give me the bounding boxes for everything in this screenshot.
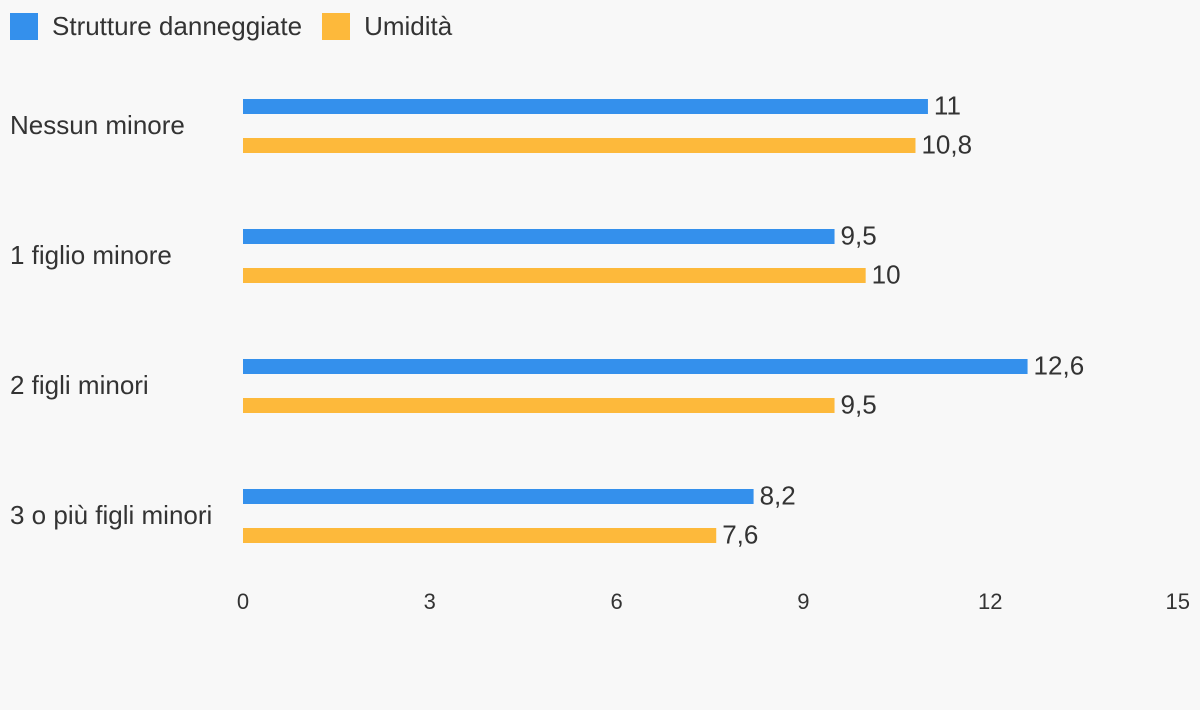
- bar-umidita-3-o-piu-figli-minori[interactable]: [243, 528, 717, 543]
- category-label-1-figlio-minore: 1 figlio minore: [10, 240, 172, 270]
- bars: [243, 99, 1028, 543]
- x-tick-label-12: 12: [978, 589, 1002, 614]
- bar-strutture-danneggiate-1-figlio-minore[interactable]: [243, 229, 835, 244]
- value-labels: 11 10,8 9,5 10 12,6 9,5 8,27,6: [722, 90, 1084, 549]
- value-label-umidita-3-o-piu-figli-minori: 7,6: [722, 519, 758, 549]
- legend: Strutture danneggiate Umidità: [10, 10, 472, 42]
- category-label-nessun-minore: Nessun minore: [10, 110, 185, 140]
- legend-item-umidita[interactable]: Umidità: [322, 10, 452, 42]
- legend-label-umidita: Umidità: [364, 11, 453, 41]
- bar-strutture-danneggiate-3-o-piu-figli-minori[interactable]: [243, 489, 754, 504]
- x-tick-label-9: 9: [797, 589, 809, 614]
- x-tick-label-3: 3: [424, 589, 436, 614]
- legend-item-strutture-danneggiate[interactable]: Strutture danneggiate: [10, 10, 302, 42]
- x-tick-label-6: 6: [610, 589, 622, 614]
- legend-label-strutture-danneggiate: Strutture danneggiate: [52, 11, 303, 41]
- value-label-strutture-danneggiate-nessun-minore: 11: [934, 90, 961, 120]
- legend-swatch-umidita: [322, 12, 351, 40]
- bar-strutture-danneggiate-nessun-minore[interactable]: [243, 99, 928, 114]
- value-label-umidita-1-figlio-minore: 10: [872, 259, 901, 289]
- value-label-strutture-danneggiate-3-o-piu-figli-minori: 8,2: [760, 480, 796, 510]
- value-label-umidita-nessun-minore: 10,8: [921, 129, 972, 159]
- legend-swatch-strutture-danneggiate: [10, 12, 38, 40]
- value-label-umidita-2-figli-minori: 9,5: [841, 389, 877, 419]
- bar-strutture-danneggiate-2-figli-minori[interactable]: [243, 359, 1028, 374]
- x-tick-label-0: 0: [237, 589, 249, 614]
- category-label-3-o-piu-figli-minori: 3 o più figli minori: [10, 500, 212, 530]
- value-label-strutture-danneggiate-1-figlio-minore: 9,5: [841, 220, 877, 250]
- category-labels: Nessun minore 1 figlio minore 2 figli mino…: [10, 110, 212, 530]
- x-tick-label-15: 15: [1166, 589, 1190, 614]
- bar-umidita-nessun-minore[interactable]: [243, 138, 916, 153]
- x-axis: 0 3 6 9 12 15: [237, 589, 1190, 614]
- bar-umidita-1-figlio-minore[interactable]: [243, 268, 866, 283]
- bar-umidita-2-figli-minori[interactable]: [243, 398, 835, 413]
- value-label-strutture-danneggiate-2-figli-minori: 12,6: [1034, 350, 1085, 380]
- category-label-2-figli-minori: 2 figli minori: [10, 370, 149, 400]
